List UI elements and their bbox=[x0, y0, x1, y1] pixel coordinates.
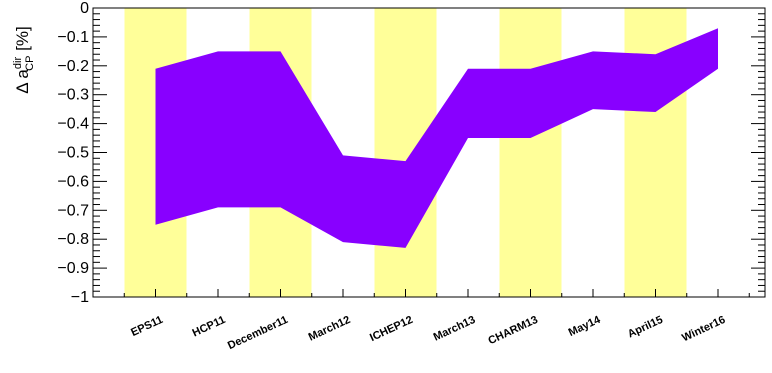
y-tick-label: −0.7 bbox=[57, 202, 89, 219]
x-tick-label-may14: May14 bbox=[567, 313, 603, 338]
y-tick-label: −0.6 bbox=[57, 173, 89, 190]
x-tick-label-march13: March13 bbox=[432, 314, 478, 344]
x-tick-label-ichep12: ICHEP12 bbox=[368, 314, 415, 344]
y-axis-title: Δ adirCP [%] bbox=[12, 26, 36, 93]
y-tick-label: −0.2 bbox=[57, 58, 89, 75]
y-tick-label: −0.3 bbox=[57, 87, 89, 104]
y-tick-label: −0.8 bbox=[57, 231, 89, 248]
y-axis: 0 −0.1 −0.2 −0.3 −0.4 −0.5 −0.6 −0.7 −0.8 −0.9 −1 bbox=[57, 0, 765, 306]
x-tick-label-winter16: Winter16 bbox=[680, 314, 727, 344]
y-axis-title-suffix: [%] bbox=[13, 26, 32, 55]
x-tick-label-hcp11: HCP11 bbox=[191, 314, 228, 340]
x-tick-label-march12: March12 bbox=[307, 314, 353, 344]
x-tick-label-eps11: EPS11 bbox=[129, 314, 165, 339]
x-tick-label-april15: April15 bbox=[626, 314, 665, 341]
y-tick-label: −0.4 bbox=[57, 116, 89, 133]
y-tick-label: −1 bbox=[71, 289, 89, 306]
y-tick-label: −0.1 bbox=[57, 29, 89, 46]
x-tick-label-charm13: CHARM13 bbox=[486, 314, 539, 347]
y-tick-label: −0.5 bbox=[57, 145, 89, 162]
data-band bbox=[155, 28, 718, 248]
y-axis-title-prefix: Δ a bbox=[13, 69, 32, 94]
y-axis-title-superscript: dir bbox=[12, 57, 24, 70]
y-tick-label: −0.9 bbox=[57, 260, 89, 277]
highlight-column-charm13 bbox=[499, 8, 562, 297]
y-axis-title-subscript: CP bbox=[24, 56, 36, 71]
x-tick-label-december11: December11 bbox=[226, 314, 290, 352]
y-tick-label: 0 bbox=[80, 0, 89, 17]
